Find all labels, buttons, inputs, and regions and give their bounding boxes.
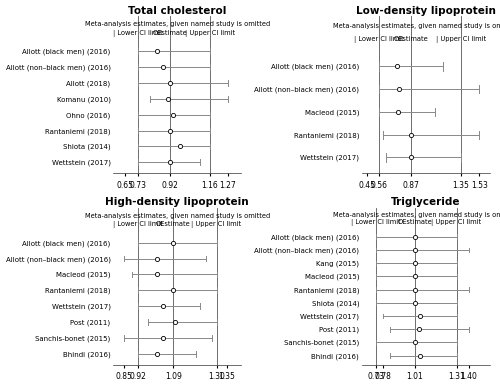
Text: | Upper CI limit: | Upper CI limit — [432, 219, 482, 226]
Text: | Lower CI limit: | Lower CI limit — [114, 30, 163, 37]
Title: Low-density lipoprotein: Low-density lipoprotein — [356, 5, 496, 15]
Text: | Lower CI limit: | Lower CI limit — [351, 219, 401, 226]
Text: Meta-analysis estimates, given named study is omitted: Meta-analysis estimates, given named stu… — [84, 21, 270, 27]
Text: OEstimate: OEstimate — [156, 221, 190, 227]
Text: OEstimate: OEstimate — [152, 30, 187, 36]
Text: | Lower CI limit: | Lower CI limit — [113, 221, 163, 228]
Text: | Upper CI limit: | Upper CI limit — [184, 30, 235, 37]
Text: OEstimate: OEstimate — [398, 219, 432, 225]
Text: Meta-analysis estimates, given named study is omitted: Meta-analysis estimates, given named stu… — [334, 212, 500, 218]
Text: Meta-analysis estimates, given named study is omitted: Meta-analysis estimates, given named stu… — [84, 212, 270, 219]
Title: High-density lipoprotein: High-density lipoprotein — [106, 197, 249, 207]
Text: Meta-analysis estimates, given named study is omitted: Meta-analysis estimates, given named stu… — [334, 23, 500, 29]
Text: | Upper CI limit: | Upper CI limit — [192, 221, 242, 228]
Text: | Upper CI limit: | Upper CI limit — [436, 36, 486, 43]
Title: Triglyceride: Triglyceride — [391, 197, 460, 207]
Text: | Lower CI limit: | Lower CI limit — [354, 36, 404, 43]
Text: OEstimate: OEstimate — [394, 36, 428, 42]
Title: Total cholesterol: Total cholesterol — [128, 5, 226, 15]
